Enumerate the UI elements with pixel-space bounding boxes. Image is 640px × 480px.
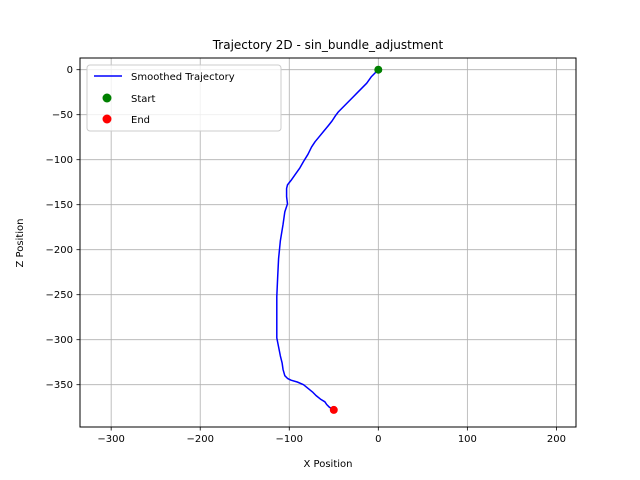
x-tick-label: −200 bbox=[186, 434, 213, 445]
x-tick-label: 200 bbox=[547, 434, 566, 445]
trajectory-line bbox=[276, 69, 379, 411]
end-point bbox=[329, 405, 338, 414]
y-axis-label: Z Position bbox=[15, 219, 26, 268]
plot-frame bbox=[79, 57, 577, 428]
legend-label-start: Start bbox=[131, 94, 156, 105]
legend-box bbox=[86, 64, 282, 132]
x-tick-label: 0 bbox=[375, 434, 381, 445]
y-tick-label: −100 bbox=[46, 155, 73, 166]
y-tick-label: −250 bbox=[46, 290, 73, 301]
legend-end-marker bbox=[102, 114, 112, 124]
legend-start-marker bbox=[102, 93, 112, 103]
y-tick-label: −200 bbox=[46, 245, 73, 256]
series bbox=[276, 65, 383, 414]
y-ticks: 0 −50 −100 −150 −200 −250 −300 −350 bbox=[46, 65, 80, 391]
legend: Smoothed Trajectory Start End bbox=[86, 64, 282, 132]
x-ticks: −300 −200 −100 0 100 200 bbox=[97, 427, 566, 445]
x-axis-label: X Position bbox=[304, 459, 353, 470]
chart-title: Trajectory 2D - sin_bundle_adjustment bbox=[212, 38, 444, 52]
y-tick-label: −350 bbox=[46, 380, 73, 391]
y-tick-label: 0 bbox=[67, 65, 73, 76]
y-tick-label: −300 bbox=[46, 335, 73, 346]
y-tick-label: −150 bbox=[46, 200, 73, 211]
x-tick-label: −300 bbox=[97, 434, 124, 445]
start-point bbox=[374, 65, 383, 74]
x-tick-label: 100 bbox=[458, 434, 477, 445]
legend-label-end: End bbox=[131, 115, 150, 126]
x-tick-label: −100 bbox=[276, 434, 303, 445]
legend-label-trajectory: Smoothed Trajectory bbox=[131, 72, 235, 83]
y-tick-label: −50 bbox=[52, 110, 73, 121]
